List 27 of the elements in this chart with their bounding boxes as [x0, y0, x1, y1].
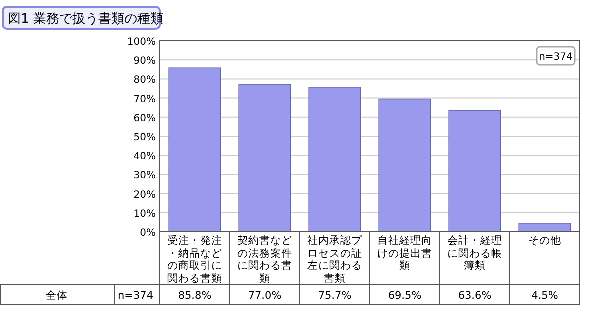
x-tick-label: 社内承認プロセスの証左に関わる書類	[306, 235, 364, 285]
x-tick-label: 受注・発注・納品などの商取引に関わる書類	[166, 235, 224, 285]
annotation: n=374	[539, 52, 573, 63]
y-tick-label: 30%	[134, 170, 156, 182]
data-label: 75.7%	[318, 290, 352, 302]
x-tick-label: 自社経理向けの提出書類	[376, 235, 434, 272]
text: 全体	[46, 290, 68, 302]
x-tick-label: その他	[528, 235, 562, 248]
y-tick-label: 10%	[134, 208, 156, 220]
x-tick-label: 会計・経理に関わる帳簿類	[446, 235, 504, 272]
y-tick-label: 70%	[134, 94, 156, 106]
data-label: 85.8%	[178, 290, 212, 302]
chart-title: 図1 業務で扱う書類の種類	[8, 12, 164, 27]
y-tick-label: 0%	[140, 228, 156, 239]
y-tick-label: 50%	[134, 132, 156, 144]
y-tick-label: 40%	[134, 152, 156, 163]
y-tick-label: 90%	[134, 56, 156, 68]
text: n=374	[118, 290, 154, 302]
y-tick-label: 60%	[134, 113, 156, 124]
y-tick-label: 20%	[134, 190, 156, 201]
data-label: 63.6%	[458, 290, 492, 302]
y-tick-label: 80%	[134, 75, 156, 86]
data-label: 77.0%	[248, 290, 282, 302]
y-tick-label: 100%	[127, 37, 156, 48]
data-label: 4.5%	[532, 290, 558, 302]
data-label: 69.5%	[388, 290, 422, 302]
x-tick-label: 契約書などの法務案件に関わる書類	[236, 235, 294, 285]
